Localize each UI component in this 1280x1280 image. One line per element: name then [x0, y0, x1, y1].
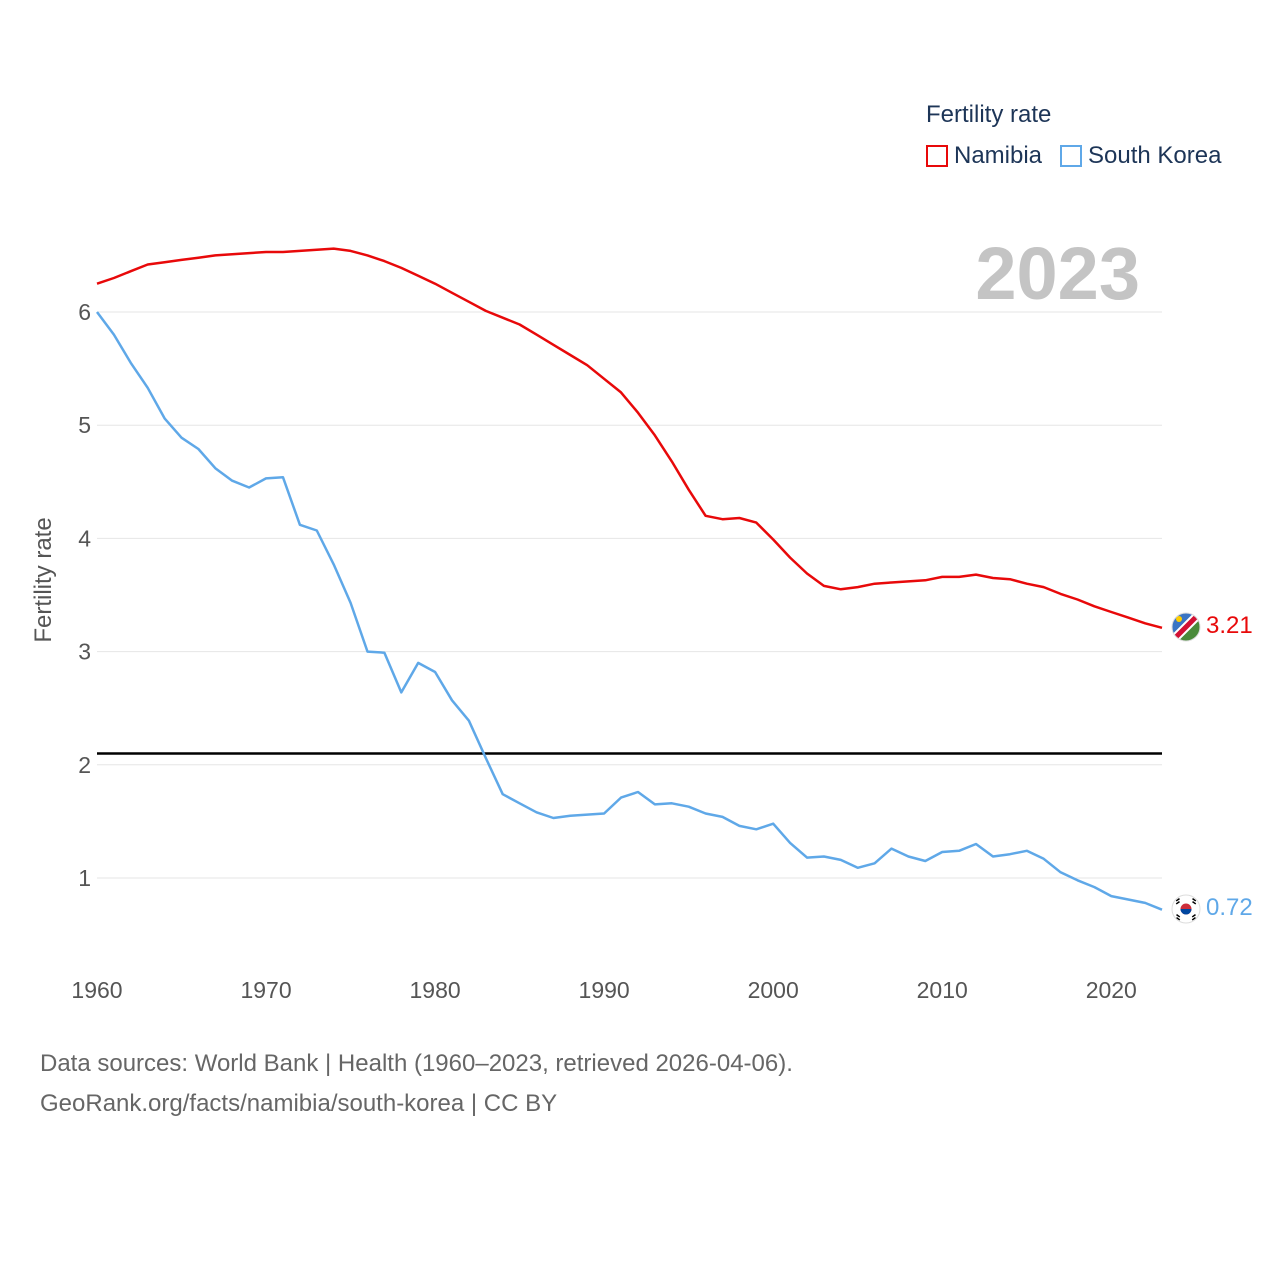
sources-line-2[interactable]: GeoRank.org/facts/namibia/south-korea | …: [40, 1090, 558, 1117]
legend: Namibia South Korea: [926, 142, 1239, 170]
x-tick-label-1990: 1990: [579, 977, 630, 1003]
y-tick-label-3: 3: [78, 639, 91, 665]
year-label: 2023: [975, 232, 1140, 315]
legend-swatch-south-korea: [1060, 145, 1083, 167]
legend-label-south-korea: South Korea: [1088, 142, 1222, 169]
y-tick-label-2: 2: [78, 752, 91, 778]
x-axis-ticks: 1960 1970 1980 1990 2000 2010 2020: [71, 977, 1136, 1003]
end-label-namibia: 3.21: [1206, 612, 1253, 639]
grid-lines: [97, 311, 1162, 879]
y-tick-label-6: 6: [78, 299, 91, 325]
sources-line-1: Data sources: World Bank | Health (1960–…: [40, 1050, 793, 1077]
x-tick-label-1960: 1960: [71, 977, 122, 1003]
series-end-markers: 3.21 0.72: [1171, 612, 1253, 924]
series-line-namibia: [96, 247, 1163, 630]
y-tick-label-1: 1: [78, 865, 91, 891]
x-tick-label-2000: 2000: [748, 977, 799, 1003]
y-axis-label: Fertility rate: [30, 517, 57, 642]
y-axis-ticks: 1 2 3 4 5 6: [78, 299, 91, 891]
series-line-south-korea: [95, 311, 1163, 911]
legend-label-namibia: Namibia: [954, 142, 1043, 169]
legend-item-namibia[interactable]: Namibia: [926, 142, 1042, 170]
y-tick-label-5: 5: [78, 412, 91, 438]
south-korea-flag-icon: [1171, 894, 1201, 924]
series-lines: [95, 247, 1163, 911]
end-label-south-korea: 0.72: [1206, 894, 1253, 921]
data-sources: Data sources: World Bank | Health (1960–…: [40, 1044, 793, 1124]
namibia-flag-icon: [1171, 612, 1201, 642]
legend-item-south-korea[interactable]: South Korea: [1060, 142, 1221, 170]
y-tick-label-4: 4: [78, 525, 91, 551]
x-tick-label-2010: 2010: [917, 977, 968, 1003]
x-tick-label-2020: 2020: [1086, 977, 1137, 1003]
x-tick-label-1970: 1970: [240, 977, 291, 1003]
legend-title: Fertility rate: [926, 101, 1052, 128]
x-tick-label-1980: 1980: [410, 977, 461, 1003]
legend-swatch-namibia: [926, 145, 948, 167]
